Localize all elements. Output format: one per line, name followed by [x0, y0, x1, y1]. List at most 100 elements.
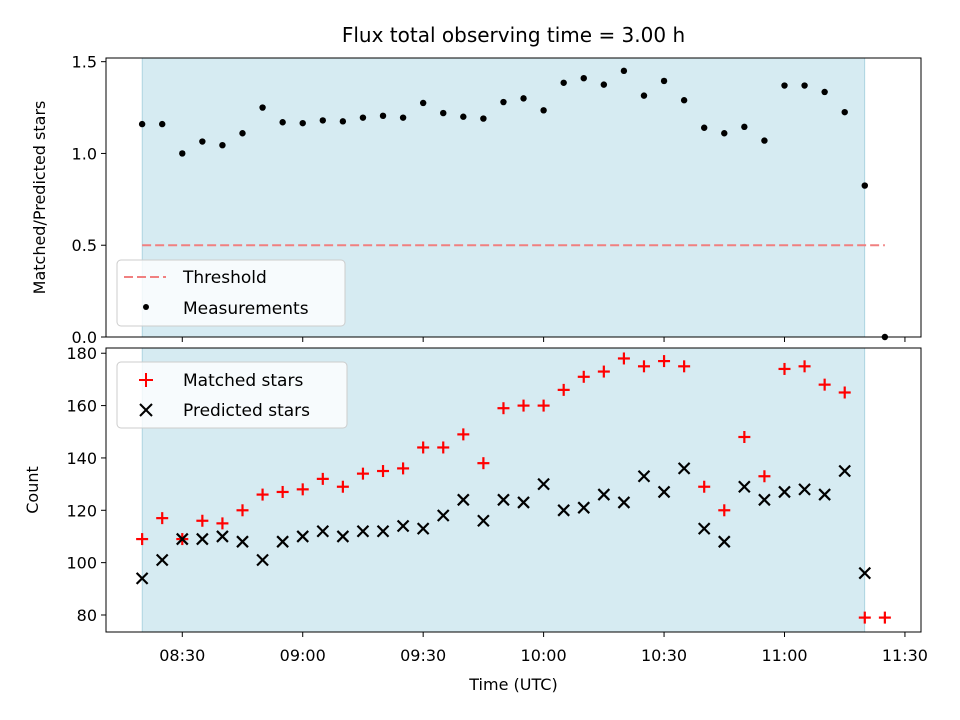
- count-y-tick-label: 140: [66, 449, 97, 468]
- predicted-star-marker: [738, 480, 751, 494]
- measurement-point: [701, 124, 708, 131]
- predicted-star-marker: [778, 485, 791, 499]
- time-x-tick-label: 08:30: [159, 646, 205, 665]
- measurement-point: [861, 182, 868, 189]
- predicted-star-marker: [296, 530, 310, 543]
- measurement-point: [259, 104, 266, 111]
- measurement-point: [580, 74, 587, 82]
- matched-star-marker: [136, 533, 149, 546]
- matched-star-marker: [798, 360, 811, 373]
- measurement-point: [821, 88, 828, 96]
- chart-title: Flux total observing time = 3.00 h: [342, 23, 685, 47]
- time-x-axis-label: Time (UTC): [468, 675, 557, 694]
- predicted-star-marker: [276, 535, 289, 548]
- measurement-point: [761, 137, 768, 144]
- ratio-legend: Threshold Measurements: [116, 259, 346, 327]
- matched-star-marker: [236, 504, 249, 517]
- measurement-point: [560, 79, 567, 86]
- count-panel-frame: [105, 347, 922, 633]
- matched-star-marker: [597, 365, 610, 378]
- predicted-star-marker: [557, 504, 570, 517]
- predicted-star-marker: [798, 483, 811, 496]
- measurement-point: [239, 130, 246, 137]
- ratio-y-axis-label: Matched/Predicted stars: [30, 101, 49, 295]
- measurement-point: [419, 99, 427, 107]
- measurement-point: [660, 77, 668, 85]
- measurement-point: [159, 120, 166, 128]
- ratio-y-tick-label: 1.0: [72, 144, 97, 163]
- predicted-star-marker: [236, 535, 249, 548]
- matched-star-marker: [778, 362, 791, 375]
- ratio-axis-ticks: 0.0 0.5 1.0 1.5: [72, 53, 906, 347]
- measurement-point: [359, 114, 367, 121]
- predicted-star-marker: [697, 522, 711, 535]
- measurement-point: [801, 82, 808, 89]
- predicted-star-marker: [677, 462, 691, 475]
- matched-star-marker: [336, 480, 349, 493]
- matched-star-marker: [477, 457, 490, 470]
- measurement-point: [781, 82, 788, 89]
- matched-star-marker: [256, 488, 269, 501]
- matched-star-marker: [417, 441, 430, 454]
- count-y-tick-label: 80: [77, 606, 97, 625]
- time-x-tick-label: 11:00: [761, 646, 807, 665]
- matched-star-marker: [437, 441, 450, 454]
- predicted-star-marker: [717, 535, 731, 548]
- count-y-tick-label: 100: [66, 554, 97, 573]
- measurement-point: [440, 109, 447, 117]
- measurement-point: [199, 138, 206, 145]
- matched-star-marker: [316, 472, 329, 485]
- matched-star-marker: [758, 470, 771, 483]
- matched-star-marker: [156, 512, 169, 525]
- count-legend: Matched stars Predicted stars: [116, 361, 348, 429]
- time-x-tick-label: 11:30: [882, 646, 928, 665]
- predicted-star-marker: [597, 488, 611, 501]
- predicted-star-marker: [477, 514, 490, 528]
- measurement-point: [540, 107, 547, 114]
- predicted-star-marker: [617, 496, 631, 509]
- measurement-point: [179, 150, 186, 157]
- measurement-point: [279, 119, 286, 126]
- matched-star-marker: [196, 514, 209, 527]
- ratio-y-tick-label: 1.5: [72, 53, 97, 72]
- measurement-point: [741, 123, 748, 131]
- threshold-legend-label: Threshold: [182, 268, 267, 288]
- ratio-y-tick-label: 0.0: [72, 328, 97, 347]
- predicted-star-marker: [436, 509, 450, 522]
- predicted-star-marker: [176, 532, 189, 546]
- measurement-point: [841, 108, 848, 116]
- measurement-point: [219, 141, 226, 149]
- predicted-star-marker: [657, 485, 671, 499]
- measurement-point: [379, 112, 387, 120]
- predicted-star-marker: [838, 464, 851, 478]
- matched-star-marker: [698, 480, 711, 493]
- ratio-panel: 0.0 0.5 1.0 1.5 Flux total observing time =…: [30, 23, 922, 347]
- ratio-legend-box: [116, 259, 346, 327]
- predicted-star-marker: [196, 532, 209, 546]
- predicted-star-marker: [517, 496, 530, 509]
- predicted-star-marker: [497, 493, 510, 507]
- measurement-point: [600, 81, 608, 88]
- predicted-star-marker: [336, 530, 350, 543]
- measurement-point: [339, 118, 347, 125]
- measurement-point: [399, 114, 407, 121]
- measurement-point: [460, 113, 467, 120]
- matched-star-marker: [517, 399, 530, 412]
- matched-legend-swatch: [139, 373, 153, 387]
- matched-star-marker: [397, 462, 410, 475]
- time-x-tick-label: 09:30: [400, 646, 446, 665]
- matched-star-marker: [738, 430, 751, 443]
- matched-star-marker: [838, 386, 851, 399]
- time-x-tick-label: 10:30: [641, 646, 687, 665]
- time-x-tick-label: 10:00: [521, 646, 567, 665]
- predicted-star-marker: [216, 530, 229, 543]
- matched-star-marker: [617, 352, 630, 365]
- time-x-tick-label: 09:00: [280, 646, 326, 665]
- predicted-star-marker: [396, 519, 410, 533]
- predicted-star-marker: [135, 572, 149, 585]
- predicted-star-marker: [376, 524, 390, 538]
- predicted-star-marker: [537, 477, 550, 491]
- matched-star-marker: [296, 483, 309, 496]
- predicted-star-marker: [256, 553, 269, 567]
